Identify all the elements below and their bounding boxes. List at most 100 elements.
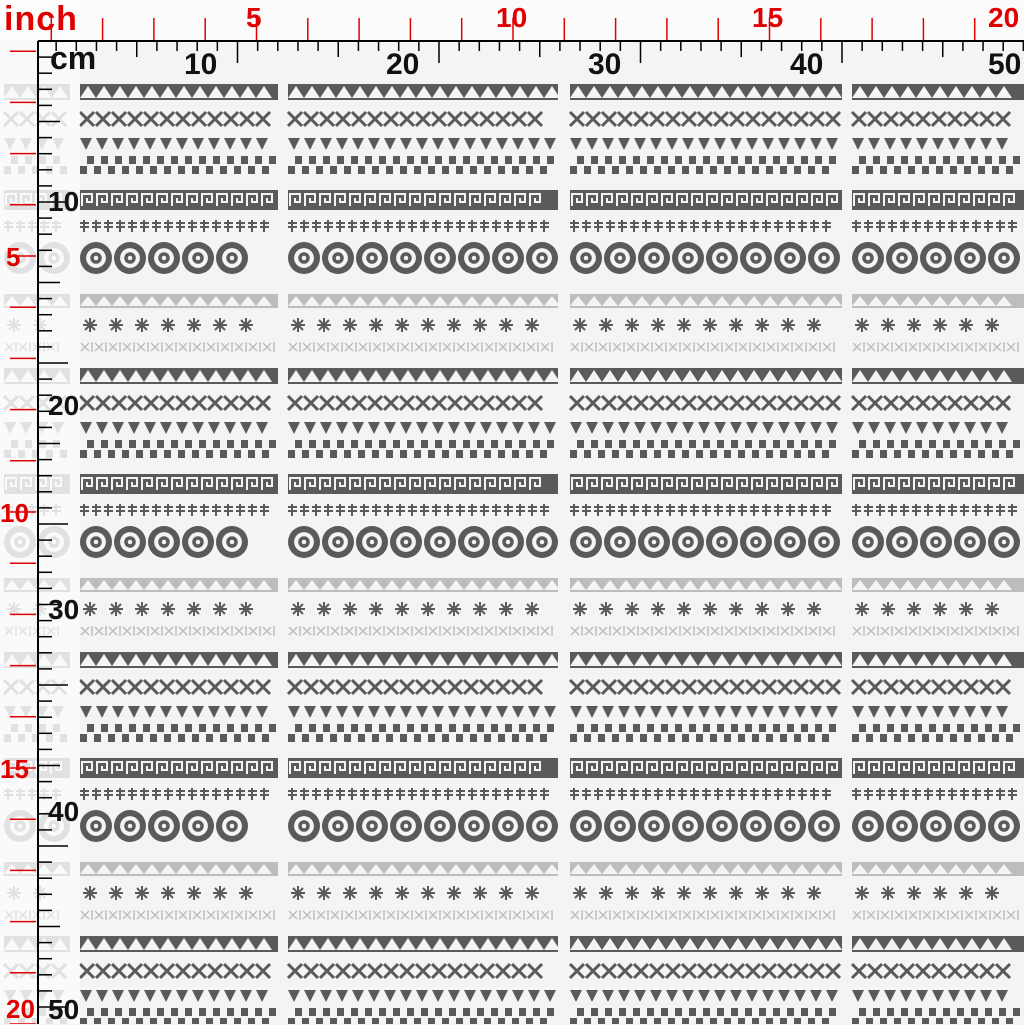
pattern-band-check (288, 156, 554, 174)
pattern-band-dash (570, 788, 831, 800)
pattern-band-check (288, 440, 554, 458)
pattern-band-tri (570, 578, 842, 592)
pattern-band-key (80, 190, 278, 210)
pattern-band-cross (852, 342, 1019, 352)
pattern-band-check (852, 724, 1020, 742)
pattern-band-tri (80, 368, 278, 384)
pattern-band-star (855, 886, 999, 900)
pattern-band-trismall (80, 990, 268, 1002)
pattern-band-cross (288, 910, 553, 920)
pattern-band-star (291, 602, 539, 616)
pattern-band-trismall (570, 990, 838, 1002)
pattern-band-ros (288, 810, 558, 842)
pattern-band-cross (80, 910, 275, 920)
pattern-band-key (570, 474, 842, 494)
pattern-band-cross (570, 910, 835, 920)
pattern-band-key (852, 190, 1024, 210)
pattern-band-ros (288, 526, 558, 558)
pattern-band-trismall (288, 138, 556, 150)
pattern-band-tri (288, 862, 560, 876)
pattern-band-key (852, 474, 1024, 494)
pattern-band-check (570, 724, 836, 742)
top-inch-label: 10 (496, 2, 528, 33)
pattern-band-trismall (852, 422, 1008, 434)
pattern-band-zig (568, 678, 842, 696)
pattern-band-star (83, 886, 253, 900)
pattern-band-ros (570, 810, 840, 842)
pattern-band-zig (78, 394, 272, 412)
left-inch-label: 5 (6, 242, 21, 272)
pattern-band-tri (80, 936, 278, 952)
pattern-band-tri (570, 294, 842, 308)
pattern-band-trismall (570, 422, 838, 434)
pattern-band-zig (850, 394, 1012, 412)
pattern-band-key (570, 190, 842, 210)
pattern-band-ros (852, 242, 1020, 274)
pattern-band-dash (80, 504, 269, 516)
pattern-band-tri (288, 652, 560, 668)
pattern-band-trismall (852, 706, 1008, 718)
left-inch-label: 15 (0, 754, 29, 784)
pattern-band-star (855, 318, 999, 332)
pattern-band-ros (570, 242, 840, 274)
pattern-band-tri (80, 294, 278, 308)
pattern-band-star (83, 318, 253, 332)
pattern-band-key (852, 758, 1024, 778)
left-cm-label: 10 (48, 186, 80, 217)
pattern-band-cross (852, 910, 1019, 920)
pattern-band-tri (288, 578, 560, 592)
pattern-band-tri (288, 294, 560, 308)
pattern-band-dash (80, 220, 269, 232)
top-cm-label: 20 (386, 48, 420, 81)
pattern-band-tri (852, 84, 1024, 100)
pattern-band-check (80, 440, 276, 458)
pattern-band-zig (286, 394, 544, 412)
pattern-band-check (570, 1008, 836, 1024)
pattern-band-zig (78, 678, 272, 696)
pattern-band-check (852, 1008, 1020, 1024)
pattern-band-star (573, 886, 821, 900)
pattern-band-key (570, 758, 842, 778)
pattern-band-cross (570, 342, 835, 352)
pattern-band-zig (78, 110, 272, 128)
pattern-band-dash (288, 788, 549, 800)
top-inch-label: 20 (988, 2, 1020, 33)
pattern-band-zig (568, 110, 842, 128)
left-cm-label: 30 (48, 594, 80, 625)
pattern-band-tri (570, 652, 842, 668)
top-inch-label: 5 (246, 2, 262, 33)
pattern-band-dash (80, 788, 269, 800)
pattern-band-trismall (288, 422, 556, 434)
pattern-band-check (852, 156, 1020, 174)
pattern-band-cross (80, 626, 275, 636)
pattern-band-tri (80, 578, 278, 592)
pattern-band-dash (288, 220, 549, 232)
pattern-band-cross (570, 626, 835, 636)
pattern-band-check (80, 156, 276, 174)
pattern-band-zig (568, 394, 842, 412)
pattern-band-zig (286, 110, 544, 128)
left-cm-label: 40 (48, 796, 80, 827)
pattern-band-tri (852, 294, 1024, 308)
pattern-band-trismall (80, 422, 268, 434)
pattern-band-dash (852, 504, 1017, 516)
pattern-band-key (288, 474, 558, 494)
pattern-band-cross (80, 342, 275, 352)
pattern-band-trismall (570, 706, 838, 718)
pattern-band-star (83, 602, 253, 616)
pattern-band-tri (80, 652, 278, 668)
pattern-band-dash (570, 504, 831, 516)
pattern-band-trismall (852, 990, 1008, 1002)
pattern-band-tri (288, 84, 560, 100)
pattern-band-tri (288, 936, 560, 952)
pattern-band-tri (80, 84, 278, 100)
pattern-band-star (855, 602, 999, 616)
pattern-band-tri (570, 368, 842, 384)
pattern-band-tri (852, 862, 1024, 876)
left-cm-label: 20 (48, 390, 80, 421)
top-ruler-shade (0, 0, 1024, 40)
pattern-band-zig (568, 962, 842, 980)
pattern-band-tri (570, 936, 842, 952)
pattern-band-zig (286, 678, 544, 696)
pattern-band-trismall (80, 138, 268, 150)
